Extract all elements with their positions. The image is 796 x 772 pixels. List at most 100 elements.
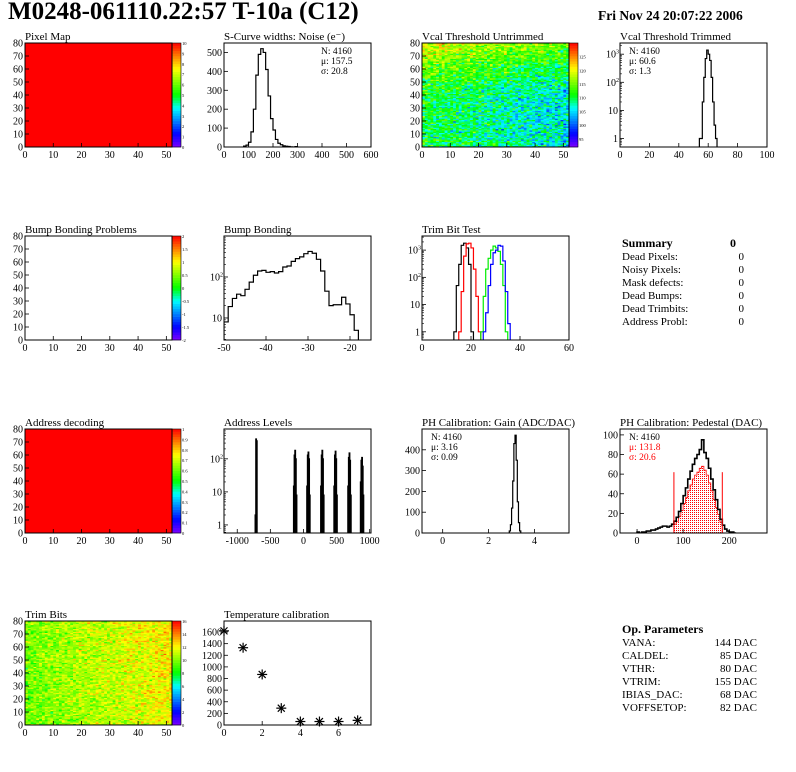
heatmap-cell — [487, 69, 491, 71]
heatmap-cell — [455, 145, 460, 147]
heatmap-cell — [427, 54, 431, 57]
heatmap-cell — [487, 139, 491, 141]
heatmap-cell — [557, 124, 561, 127]
y-tick-label: 0 — [613, 529, 618, 540]
histogram-bin — [517, 502, 518, 533]
heatmap-cell — [430, 131, 434, 133]
heatmap-cell — [566, 124, 569, 127]
heatmap-cell — [25, 713, 29, 715]
heatmap-cell — [424, 124, 428, 127]
histogram-series — [224, 250, 359, 340]
heatmap-cell — [467, 131, 471, 133]
heatmap-cell — [436, 96, 440, 98]
heatmap-cell — [492, 143, 496, 145]
heatmap-cell — [523, 119, 527, 122]
heatmap-cell — [470, 132, 474, 135]
y-tick-label: 70 — [13, 438, 23, 449]
heatmap-cell — [447, 61, 451, 63]
color-scale-bar: 00.10.20.30.40.50.60.70.80.91 — [171, 427, 188, 536]
heatmap-cell — [458, 65, 462, 67]
heatmap-cell — [566, 102, 569, 105]
heatmap-cell — [489, 66, 493, 68]
heatmap-cell — [495, 58, 499, 61]
heatmap-cell — [433, 61, 437, 63]
heatmap-cell — [472, 117, 477, 119]
heatmap-cell — [470, 126, 474, 128]
heatmap-cell — [509, 134, 513, 136]
heatmap-cell — [529, 89, 533, 92]
heatmap-cell — [484, 83, 488, 85]
histogram-bin — [667, 527, 669, 533]
heatmap-cell — [422, 43, 426, 45]
heatmap-cell — [489, 56, 493, 58]
heatmap-cell — [458, 49, 462, 52]
heatmap-cell — [444, 58, 448, 61]
heatmap-cell — [433, 75, 437, 78]
heatmap-cell — [537, 144, 542, 146]
heatmap-cell — [529, 114, 533, 117]
heatmap-cell — [532, 45, 536, 48]
heatmap-cell — [436, 83, 440, 85]
heatmap-cell — [566, 65, 569, 67]
heatmap-cell — [563, 139, 567, 141]
histogram-bin — [512, 508, 513, 533]
heatmap-cell — [447, 78, 451, 80]
heatmap-cell — [455, 123, 460, 126]
heatmap-cell — [495, 118, 499, 120]
heatmap-cell — [560, 62, 564, 65]
heatmap-cell — [436, 140, 440, 143]
heatmap-cell — [464, 137, 468, 140]
heatmap-cell — [563, 136, 567, 139]
heatmap-cell — [512, 128, 516, 131]
heatmap-cell — [543, 70, 547, 72]
heatmap-cell — [424, 130, 428, 132]
heatmap-cell — [464, 140, 468, 143]
heatmap-cell — [436, 100, 440, 102]
heatmap-cell — [438, 61, 443, 63]
color-scale-band — [172, 491, 181, 495]
heatmap-cell — [422, 139, 426, 141]
heatmap-cell — [436, 119, 440, 122]
heatmap-cell — [450, 66, 454, 68]
heatmap-cell — [546, 100, 550, 102]
heatmap-cell — [506, 144, 510, 146]
heatmap-cell — [441, 144, 445, 146]
heatmap-cell — [498, 114, 502, 117]
heatmap-cell — [526, 89, 530, 92]
heatmap-cell — [458, 79, 462, 81]
heatmap-cell — [498, 105, 502, 107]
heatmap-cell — [529, 111, 533, 114]
heatmap-cell — [535, 115, 539, 118]
heatmap-cell — [501, 101, 505, 104]
heatmap-cell — [472, 57, 477, 59]
heatmap-cell — [472, 106, 477, 109]
heatmap-cell — [444, 84, 448, 87]
histogram-bin — [658, 528, 660, 533]
heatmap-cell — [515, 84, 519, 87]
heatmap-cell — [498, 62, 502, 65]
heatmap-cell — [447, 89, 451, 92]
heatmap-cell — [520, 69, 525, 71]
heatmap-cell — [537, 114, 542, 117]
heatmap-cell — [563, 49, 567, 52]
color-scale-band — [172, 92, 181, 96]
histogram-bin — [508, 324, 510, 342]
heatmap-cell — [25, 662, 29, 665]
heatmap-cell — [427, 69, 431, 71]
heatmap-cell — [436, 56, 440, 58]
heatmap-cell — [436, 134, 440, 136]
heatmap-cell — [467, 128, 471, 131]
color-scale-band — [569, 69, 578, 72]
heatmap-cell — [518, 71, 522, 74]
heatmap-cell — [566, 67, 569, 70]
heatmap-cell — [438, 122, 443, 124]
heatmap-cell — [487, 44, 491, 46]
heatmap-cell — [563, 143, 567, 145]
heatmap-cell — [557, 127, 561, 130]
heatmap-cell — [532, 104, 536, 106]
heatmap-cell — [518, 87, 522, 89]
heatmap-cell — [470, 98, 474, 101]
heatmap-cell — [441, 126, 445, 128]
histogram-bin — [676, 517, 678, 533]
heatmap-cell — [444, 63, 448, 66]
